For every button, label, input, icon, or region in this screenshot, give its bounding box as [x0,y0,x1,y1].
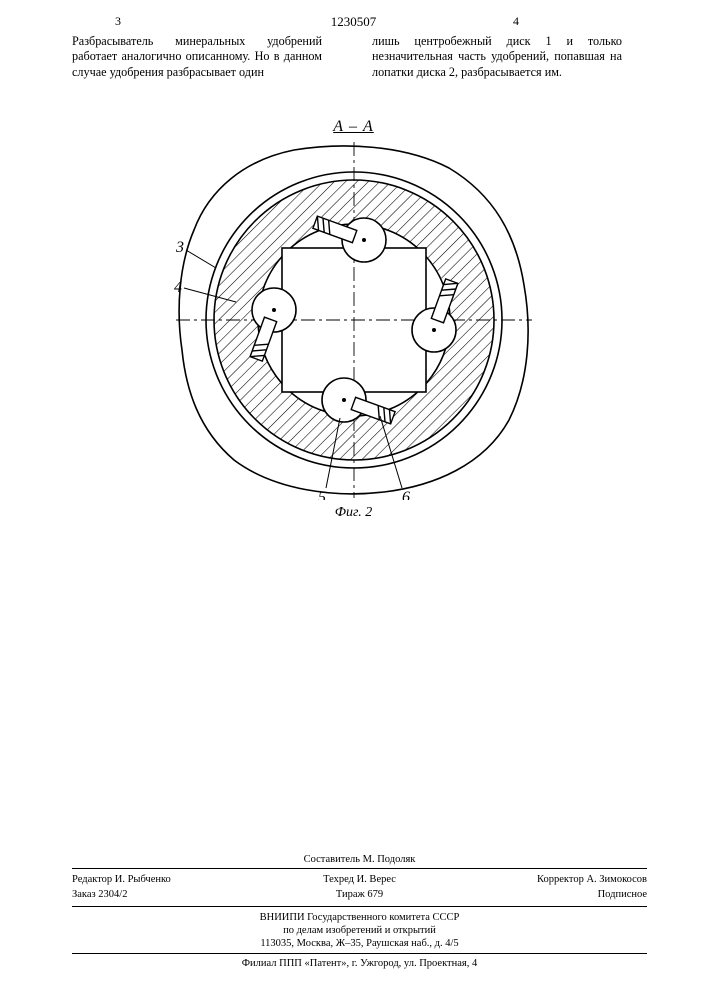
footer-order: Заказ 2304/2 [72,888,264,901]
figure-caption: Фиг. 2 [335,505,373,521]
footer-techred: Техред И. Верес [264,873,456,886]
footer-compiler: Составитель М. Подоляк [72,853,647,866]
figure-section-label: А – А [333,118,374,136]
footer-branch: Филиал ППП «Патент», г. Ужгород, ул. Про… [72,953,647,970]
page-number-right: 4 [513,14,519,29]
footer-addr: 113035, Москва, Ж–35, Раушская наб., д. … [72,937,647,950]
svg-text:5: 5 [318,489,326,500]
page-number-left: 3 [115,14,121,29]
body-column-left: Разбрасыватель минеральных удобрений раб… [72,34,322,80]
footer-editor: Редактор И. Рыбченко [72,873,264,886]
footer-org2: по делам изобретений и открытий [72,924,647,937]
document-number: 1230507 [331,14,377,30]
body-column-right: лишь центробежный диск 1 и только незнач… [372,34,622,80]
footer-sub: Подписное [455,888,647,901]
footer-org1: ВНИИПИ Государственного комитета СССР [72,911,647,924]
footer-corrector: Корректор А. Зимокосов [455,873,647,886]
footer-tirazh: Тираж 679 [264,888,456,901]
imprint-footer: Составитель М. Подоляк Редактор И. Рыбче… [72,853,647,970]
svg-text:4: 4 [174,279,182,296]
svg-text:3: 3 [175,239,184,256]
svg-text:6: 6 [402,489,410,500]
figure-2: 3 4 5 6 [174,140,534,500]
